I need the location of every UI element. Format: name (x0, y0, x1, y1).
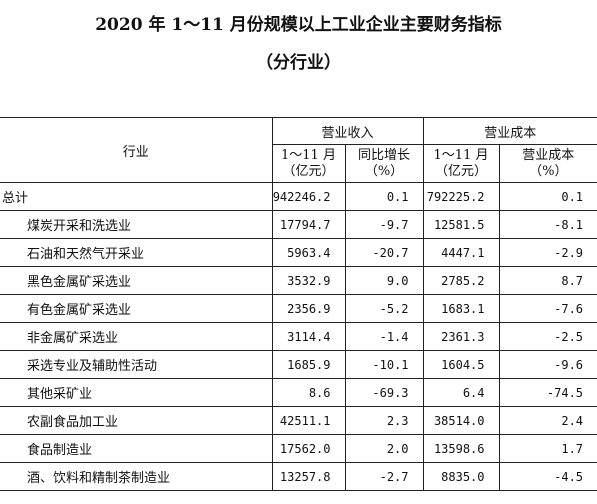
row-revenue-growth: -10.1 (344, 350, 424, 379)
header-cost-growth-line2: （%） (529, 163, 568, 179)
row-revenue-growth: 2.3 (344, 406, 424, 435)
row-revenue-value: 17562.0 (271, 434, 346, 463)
header-revenue-growth-line1: 同比增长 (358, 147, 411, 163)
table-row: 农副食品加工业 42511.1 2.3 38514.0 2.4 (0, 406, 597, 435)
row-industry-name: 有色金属矿采选业 (0, 294, 273, 323)
row-cost-value: 12581.5 (422, 210, 500, 239)
row-revenue-value: 3532.9 (271, 266, 346, 295)
table-row: 酒、饮料和精制茶制造业 13257.8 -2.7 8835.0 -4.5 (0, 462, 597, 491)
table-row: 其他采矿业 8.6 -69.3 6.4 -74.5 (0, 378, 597, 407)
table-row: 黑色金属矿采选业 3532.9 9.0 2785.2 8.7 (0, 266, 597, 295)
row-cost-growth: -4.5 (498, 462, 597, 491)
row-cost-value: 4447.1 (422, 238, 500, 267)
table-row: 石油和天然气开采业 5963.4 -20.7 4447.1 -2.9 (0, 238, 597, 267)
row-revenue-growth: -9.7 (344, 210, 424, 239)
row-cost-growth: -2.5 (498, 322, 597, 351)
table-row: 采选专业及辅助性活动 1685.9 -10.1 1604.5 -9.6 (0, 350, 597, 379)
row-revenue-value: 42511.1 (271, 406, 346, 435)
row-industry-name: 石油和天然气开采业 (0, 238, 273, 267)
row-revenue-value: 1685.9 (271, 350, 346, 379)
header-cost-growth: 营业成本 （%） (498, 144, 597, 183)
header-cost-value: 1～11 月 （亿元） (422, 144, 500, 183)
row-cost-growth: 2.4 (498, 406, 597, 435)
row-industry-name: 非金属矿采选业 (0, 322, 273, 351)
row-cost-growth: -2.9 (498, 238, 597, 267)
row-revenue-growth: -5.2 (344, 294, 424, 323)
row-industry-name: 采选专业及辅助性活动 (0, 350, 273, 379)
row-industry-name: 农副食品加工业 (0, 406, 273, 435)
financial-indicators-table: 行业 营业收入 营业成本 1～11 月 （亿元） 同比增长 （%） 1～11 月… (0, 117, 597, 491)
row-cost-value: 2785.2 (422, 266, 500, 295)
row-revenue-growth: -1.4 (344, 322, 424, 351)
table-row: 食品制造业 17562.0 2.0 13598.6 1.7 (0, 434, 597, 463)
header-revenue-value-line1: 1～11 月 (281, 147, 336, 163)
row-revenue-value: 8.6 (271, 378, 346, 407)
header-cost-value-line2: （亿元） (435, 163, 488, 179)
header-row-2: 1～11 月 （亿元） 同比增长 （%） 1～11 月 （亿元） 营业成本 （%… (0, 144, 597, 183)
header-row-1: 行业 营业收入 营业成本 (0, 117, 597, 183)
row-cost-growth: -9.6 (498, 350, 597, 379)
row-revenue-value: 3114.4 (271, 322, 346, 351)
row-cost-value: 1604.5 (422, 350, 500, 379)
table-row: 煤炭开采和洗选业 17794.7 -9.7 12581.5 -8.1 (0, 210, 597, 239)
table-row: 有色金属矿采选业 2356.9 -5.2 1683.1 -7.6 (0, 294, 597, 323)
row-revenue-growth: 2.0 (344, 434, 424, 463)
header-cost-group: 营业成本 (422, 117, 597, 145)
header-cost-growth-line1: 营业成本 (522, 147, 575, 163)
row-revenue-value: 942246.2 (271, 182, 346, 211)
row-revenue-growth: -69.3 (344, 378, 424, 407)
row-revenue-growth: 9.0 (344, 266, 424, 295)
row-cost-value: 1683.1 (422, 294, 500, 323)
header-revenue-value: 1～11 月 （亿元） (271, 144, 346, 183)
row-cost-value: 792225.2 (422, 182, 500, 211)
row-industry-name: 食品制造业 (0, 434, 273, 463)
page-title: 2020 年 1～11 月份规模以上工业企业主要财务指标 (95, 15, 502, 35)
row-revenue-growth: 0.1 (344, 182, 424, 211)
row-cost-growth: 0.1 (498, 182, 597, 211)
row-revenue-value: 2356.9 (271, 294, 346, 323)
row-revenue-growth: -2.7 (344, 462, 424, 491)
row-cost-value: 13598.6 (422, 434, 500, 463)
header-cost-value-line1: 1～11 月 (433, 147, 489, 163)
table-row: 总计 942246.2 0.1 792225.2 0.1 (0, 182, 597, 211)
header-revenue-group: 营业收入 (271, 117, 424, 145)
row-cost-value: 6.4 (422, 378, 500, 407)
row-industry-name: 其他采矿业 (0, 378, 273, 407)
row-revenue-value: 5963.4 (271, 238, 346, 267)
row-revenue-value: 17794.7 (271, 210, 346, 239)
row-cost-value: 8835.0 (422, 462, 500, 491)
header-revenue-value-line2: （亿元） (282, 163, 335, 179)
row-cost-value: 38514.0 (422, 406, 500, 435)
row-industry-name: 酒、饮料和精制茶制造业 (0, 462, 273, 491)
header-revenue-growth-line2: （%） (364, 163, 404, 179)
row-revenue-growth: -20.7 (344, 238, 424, 267)
row-cost-growth: 1.7 (498, 434, 597, 463)
row-cost-growth: -7.6 (498, 294, 597, 323)
header-revenue-growth: 同比增长 （%） (344, 144, 424, 183)
row-cost-growth: -74.5 (498, 378, 597, 407)
row-industry-name: 煤炭开采和洗选业 (0, 210, 273, 239)
table-row: 非金属矿采选业 3114.4 -1.4 2361.3 -2.5 (0, 322, 597, 351)
row-industry-name: 总计 (0, 182, 273, 211)
row-cost-value: 2361.3 (422, 322, 500, 351)
row-industry-name: 黑色金属矿采选业 (0, 266, 273, 295)
page-subtitle: （分行业） (256, 53, 341, 73)
row-cost-growth: 8.7 (498, 266, 597, 295)
header-industry: 行业 (0, 117, 273, 183)
row-revenue-value: 13257.8 (271, 462, 346, 491)
row-cost-growth: -8.1 (498, 210, 597, 239)
